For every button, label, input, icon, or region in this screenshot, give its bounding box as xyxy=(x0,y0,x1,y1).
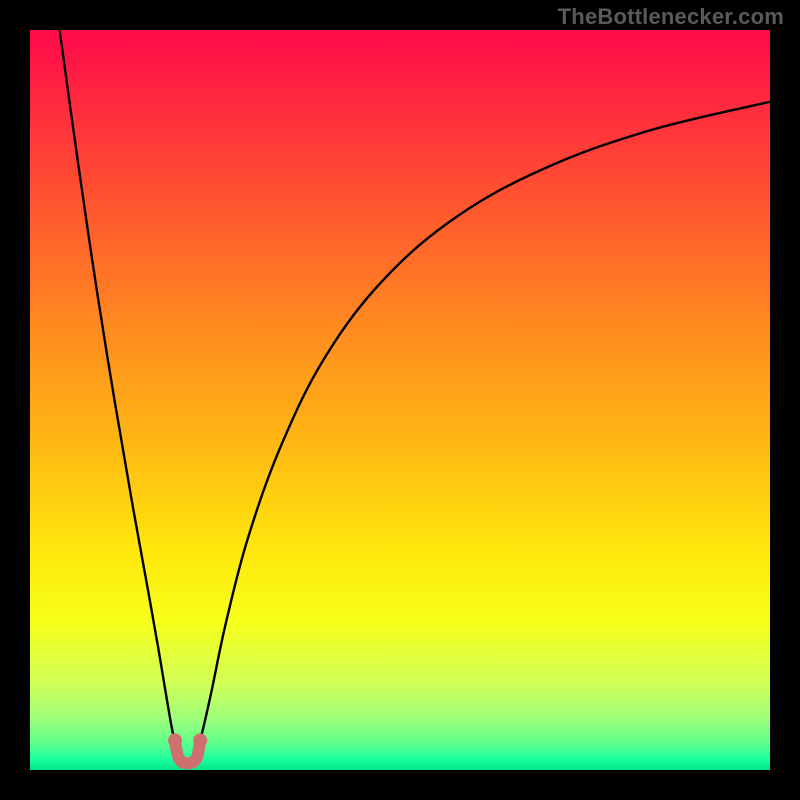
minimum-marker-dot-right xyxy=(193,733,207,747)
plot-area xyxy=(30,30,770,770)
curve-right-branch xyxy=(197,102,771,754)
watermark-text: TheBottlenecker.com xyxy=(558,4,784,30)
minimum-marker-dot-left xyxy=(168,733,182,747)
curve-left-branch xyxy=(60,30,178,754)
curve-layer xyxy=(30,30,770,770)
chart-frame: TheBottlenecker.com xyxy=(0,0,800,800)
